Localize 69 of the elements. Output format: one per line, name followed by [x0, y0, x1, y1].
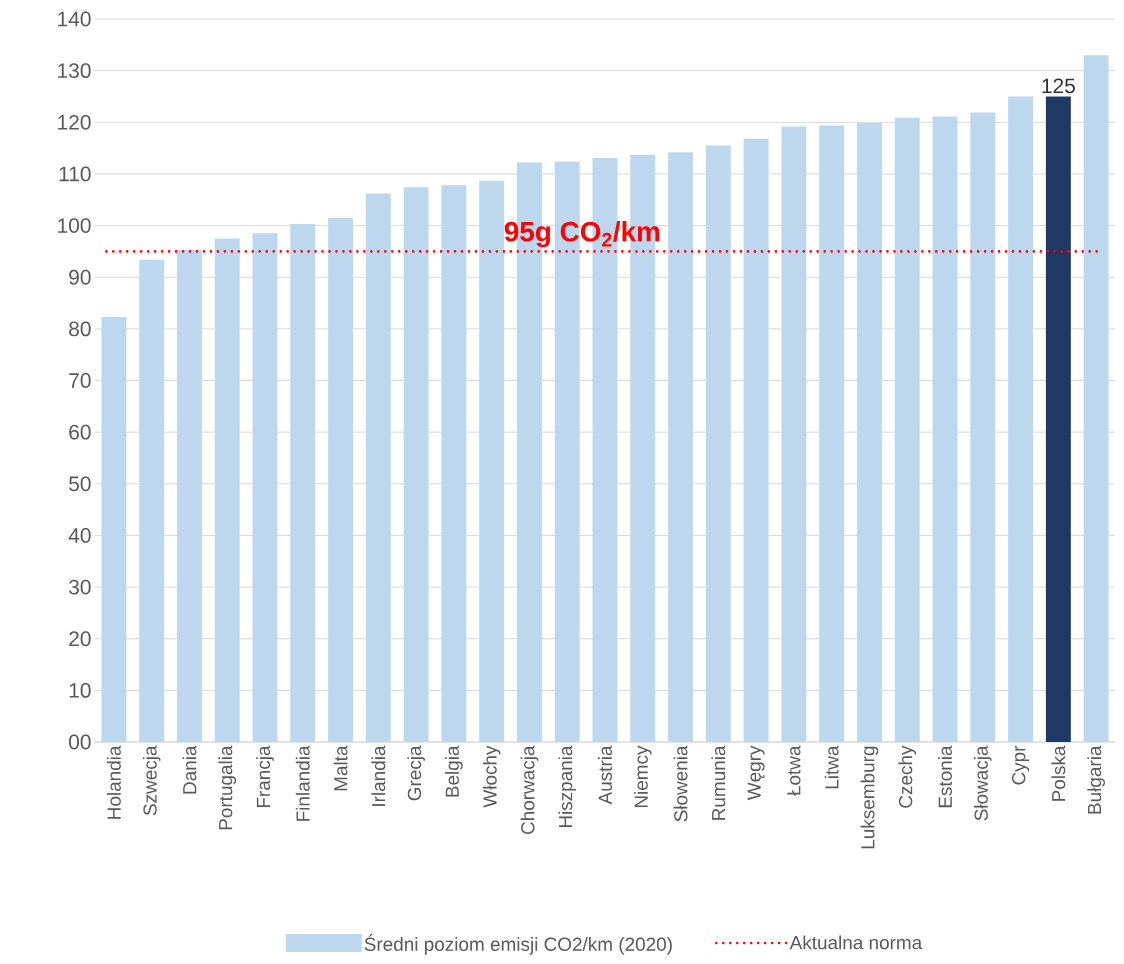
x-tick-label: Portugalia: [218, 745, 237, 830]
y-tick-label: 10: [69, 682, 91, 698]
x-tick-label: Hiszpania: [558, 745, 577, 828]
bar: [365, 193, 391, 743]
x-tick-label: Bułgaria: [1087, 745, 1105, 814]
y-tick-label: 120: [58, 114, 91, 130]
bar: [1045, 96, 1071, 743]
x-tick-label: Czechy: [898, 745, 917, 808]
bar: [328, 217, 354, 743]
bar: [214, 238, 240, 743]
y-tick-label: 30: [69, 579, 91, 595]
bar: [176, 249, 202, 743]
x-tick-label: Grecja: [407, 745, 425, 801]
bar: [139, 259, 165, 743]
bar: [479, 180, 505, 743]
x-tick-label: Estonia: [938, 745, 952, 808]
x-tick-label: Irlandia: [371, 745, 386, 806]
bar: [252, 233, 278, 743]
y-tick-label: 110: [59, 166, 91, 182]
annotation: 95g CO$_{2}$/km: [504, 221, 660, 248]
x-tick-label: Austria: [598, 745, 612, 805]
y-tick-label: 60: [69, 424, 91, 440]
y-tick-label: 140: [58, 11, 91, 27]
y-tick-label: 70: [69, 373, 91, 388]
y-tick-label: 50: [69, 476, 91, 492]
y-tick-label: 80: [69, 321, 91, 337]
y-tick-label: 20: [69, 631, 91, 647]
bar: [290, 224, 316, 743]
x-tick-label: Słowacja: [973, 745, 992, 821]
bar: [743, 138, 769, 743]
x-tick-label: Polska: [1051, 745, 1066, 801]
bar: [705, 145, 731, 743]
y-tick-label: 00: [69, 734, 91, 750]
bar: [403, 187, 429, 743]
bar: [668, 152, 694, 743]
bar: [856, 122, 882, 743]
x-tick-label: Litwa: [824, 745, 839, 789]
bar: [441, 185, 467, 743]
x-tick-label: Holandia: [106, 745, 121, 819]
legend-label: Aktualna norma: [789, 935, 923, 950]
x-tick-label: Luksemburg: [860, 746, 879, 849]
x-tick-label: Węgry: [747, 745, 765, 801]
y-tick-label: 100: [58, 218, 91, 233]
x-tick-label: Cypr: [1011, 745, 1030, 785]
x-tick-label: Rumunia: [711, 745, 726, 820]
x-tick-label: Włochy: [482, 745, 501, 808]
bar: [101, 316, 127, 743]
y-tick-label: 90: [69, 269, 91, 285]
x-tick-label: Słowenia: [673, 745, 688, 822]
bar: [781, 126, 807, 743]
bar: [1008, 96, 1034, 743]
data-label: 125: [1042, 78, 1075, 94]
x-tick-label: Malta: [333, 745, 348, 791]
bar: [894, 117, 920, 743]
bar: [819, 125, 845, 743]
y-tick-label: 130: [58, 63, 91, 79]
x-tick-label: Belgia: [445, 745, 463, 797]
x-tick-label: Szwecja: [142, 745, 161, 816]
y-tick-label: 40: [68, 528, 91, 543]
x-tick-label: Dania: [182, 745, 197, 794]
x-tick-label: Chorwacja: [520, 745, 539, 835]
legend-label: Średni poziom emisji CO2/km (2020): [364, 933, 672, 955]
bar: [970, 112, 996, 743]
x-tick-label: Niemcy: [633, 745, 652, 808]
bar: [1083, 55, 1109, 743]
bar: [932, 116, 958, 743]
x-tick-label: Francja: [256, 745, 274, 808]
x-tick-label: Finlandia: [295, 745, 310, 821]
x-tick-label: Łotwa: [787, 745, 801, 796]
